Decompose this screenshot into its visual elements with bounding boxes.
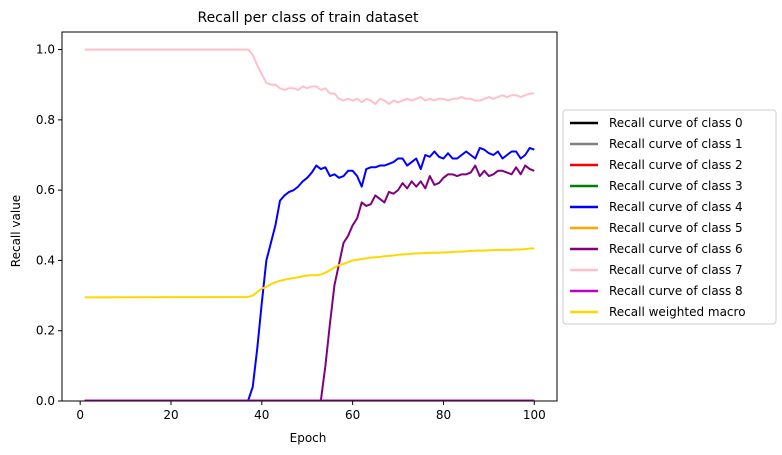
x-tick-label: 0 [76, 408, 84, 422]
y-tick-label: 0.0 [36, 394, 55, 408]
legend-label-7: Recall curve of class 7 [609, 263, 743, 277]
y-tick-label: 0.8 [36, 113, 55, 127]
series-line-7 [84, 48, 535, 106]
y-tick-label: 0.6 [36, 183, 55, 197]
chart-title: Recall per class of train dataset [197, 10, 419, 26]
x-tick-label: 40 [254, 408, 269, 422]
series-line-6 [84, 164, 535, 402]
x-tick-label: 100 [523, 408, 546, 422]
plot-frame [61, 31, 558, 402]
legend-label-9: Recall weighted macro [609, 305, 746, 319]
legend-label-1: Recall curve of class 1 [609, 137, 743, 151]
legend-box [562, 109, 777, 325]
plot-background [62, 32, 557, 401]
series-line-4 [84, 146, 535, 402]
legend-label-6: Recall curve of class 6 [609, 242, 743, 256]
x-tick-label: 80 [436, 408, 451, 422]
y-tick-label: 0.4 [36, 253, 55, 267]
plot-area [61, 31, 558, 402]
x-tick-label: 60 [345, 408, 360, 422]
y-tick-label: 1.0 [36, 43, 55, 57]
legend-label-4: Recall curve of class 4 [609, 200, 743, 214]
x-tick-label: 20 [163, 408, 178, 422]
legend-label-8: Recall curve of class 8 [609, 284, 743, 298]
legend-label-2: Recall curve of class 2 [609, 158, 743, 172]
y-axis: 0.0 0.2 0.4 0.6 0.8 1.0 [36, 43, 62, 408]
y-axis-label: Recall value [9, 195, 23, 267]
legend-label-5: Recall curve of class 5 [609, 221, 743, 235]
legend: Recall curve of class 0 Recall curve of c… [562, 109, 777, 325]
legend-label-0: Recall curve of class 0 [609, 116, 743, 130]
x-axis-label: Epoch [290, 431, 327, 445]
series-line-9 [84, 247, 535, 299]
legend-label-3: Recall curve of class 3 [609, 179, 743, 193]
x-axis: 0 20 40 60 80 100 [76, 401, 546, 422]
y-tick-label: 0.2 [36, 324, 55, 338]
